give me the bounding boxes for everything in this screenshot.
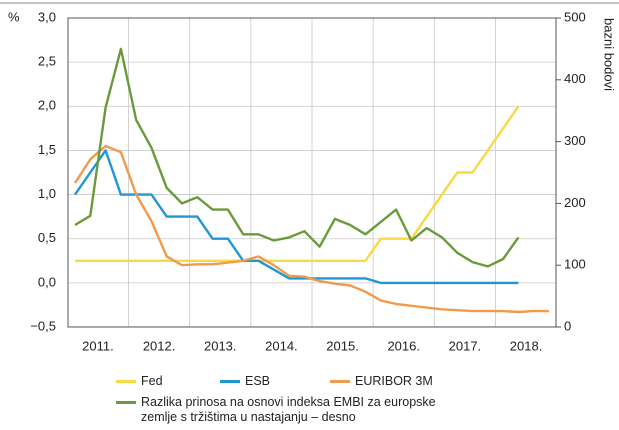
series-line — [74, 47, 520, 268]
y-tick-label: 2,0 — [38, 98, 56, 113]
y2-tick-label: 500 — [564, 9, 586, 24]
series-line — [73, 144, 549, 314]
legend-label: ESB — [245, 374, 271, 388]
y-tick-label: 1,0 — [38, 186, 56, 201]
y2-tick-label: 400 — [564, 71, 586, 86]
y2-axis-label: bazni bodovi — [602, 18, 617, 91]
y-tick-label: −0,5 — [30, 318, 56, 333]
y2-tick-label: 100 — [564, 257, 586, 272]
y-tick-label: 3,0 — [38, 9, 56, 24]
series-line — [75, 105, 520, 262]
x-tick-label: 2014. — [265, 338, 298, 353]
x-tick-label: 2015. — [326, 338, 359, 353]
y2-tick-label: 200 — [564, 195, 586, 210]
legend-label: EURIBOR 3M — [355, 374, 433, 388]
legend-swatch — [116, 380, 136, 383]
y2-tick-label: 0 — [564, 318, 571, 333]
y-tick-label: 0,5 — [38, 230, 56, 245]
legend-swatch — [116, 401, 136, 404]
plot-frame — [67, 17, 557, 328]
x-tick-label: 2017. — [449, 338, 482, 353]
legend-label: Fed — [141, 374, 163, 388]
y-tick-label: 2,5 — [38, 54, 56, 69]
legend-swatch — [330, 380, 350, 383]
legend-swatch — [220, 380, 240, 383]
x-tick-label: 2016. — [387, 338, 420, 353]
x-tick-label: 2011. — [82, 338, 114, 353]
legend-label: Razlika prinosa na osnovi indeksa EMBI z… — [141, 395, 436, 424]
y-tick-label: 1,5 — [38, 142, 56, 157]
y2-tick-label: 300 — [564, 133, 586, 148]
x-tick-label: 2013. — [204, 338, 237, 353]
x-tick-label: 2012. — [143, 338, 176, 353]
y-axis-label: % — [8, 9, 20, 24]
x-tick-label: 2018. — [510, 338, 543, 353]
y-tick-label: 0,0 — [38, 274, 56, 289]
series-line — [74, 149, 519, 285]
